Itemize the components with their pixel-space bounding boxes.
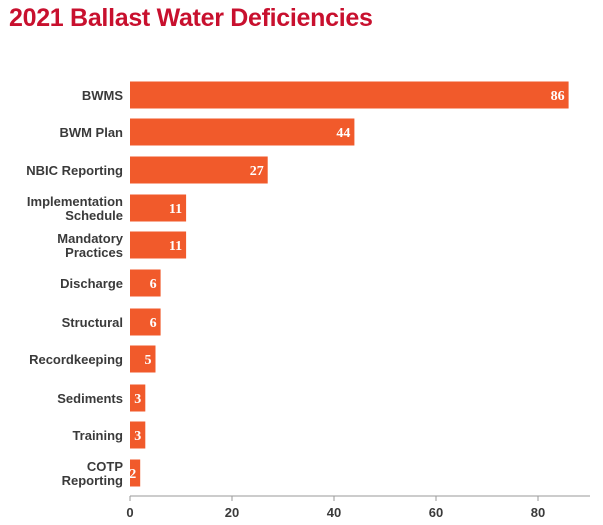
bar-bwm-plan [130,118,355,146]
category-label-bwm-plan: BWM Plan [59,125,123,140]
category-label-bwms: BWMS [82,88,123,103]
value-label-bwms: 86 [551,89,565,104]
category-label-nbic-reporting: NBIC Reporting [26,163,123,178]
category-label-recordkeeping: Recordkeeping [29,352,123,367]
bar-implementation-schedule [130,194,187,222]
category-label-training: Training [72,428,123,443]
bar-mandatory-practices [130,231,187,259]
bar-recordkeeping [130,345,156,373]
value-label-nbic-reporting: 27 [250,164,264,179]
value-label-structural: 6 [150,316,157,331]
value-label-recordkeeping: 5 [145,353,152,368]
value-label-discharge: 6 [150,277,157,292]
value-label-implementation-schedule: 11 [169,202,182,217]
bar-cotp-reporting [130,459,141,487]
value-label-bwm-plan: 44 [336,126,350,141]
x-tick-label-40: 40 [327,505,341,520]
value-label-sediments: 3 [134,392,141,407]
category-label-implementation-schedule: Implementation Schedule [27,194,123,223]
bar-training [130,421,146,449]
x-tick-label-0: 0 [126,505,133,520]
value-label-training: 3 [134,429,141,444]
bars-group: 86 BWMS 44 BWM Plan 27 NBIC Reporting 11 Implem… [26,81,569,488]
chart-title: 2021 Ballast Water Deficiencies [9,4,373,32]
x-tick-label-60: 60 [429,505,443,520]
bar-sediments [130,384,146,412]
category-label-discharge: Discharge [60,276,123,291]
bar-discharge [130,269,161,297]
value-label-mandatory-practices: 11 [169,239,182,254]
x-tick-label-20: 20 [225,505,239,520]
bar-nbic-reporting [130,156,268,184]
bar-bwms [130,81,569,109]
bar-structural [130,308,161,336]
x-tick-label-80: 80 [531,505,545,520]
category-label-cotp-reporting: COTP Reporting [62,459,124,488]
x-ticks-group: 0 20 40 60 80 [126,496,545,520]
value-label-cotp-reporting: 2 [129,467,136,482]
category-label-structural: Structural [62,315,123,330]
category-label-mandatory-practices: Mandatory Practices [57,231,124,260]
category-label-sediments: Sediments [57,391,123,406]
